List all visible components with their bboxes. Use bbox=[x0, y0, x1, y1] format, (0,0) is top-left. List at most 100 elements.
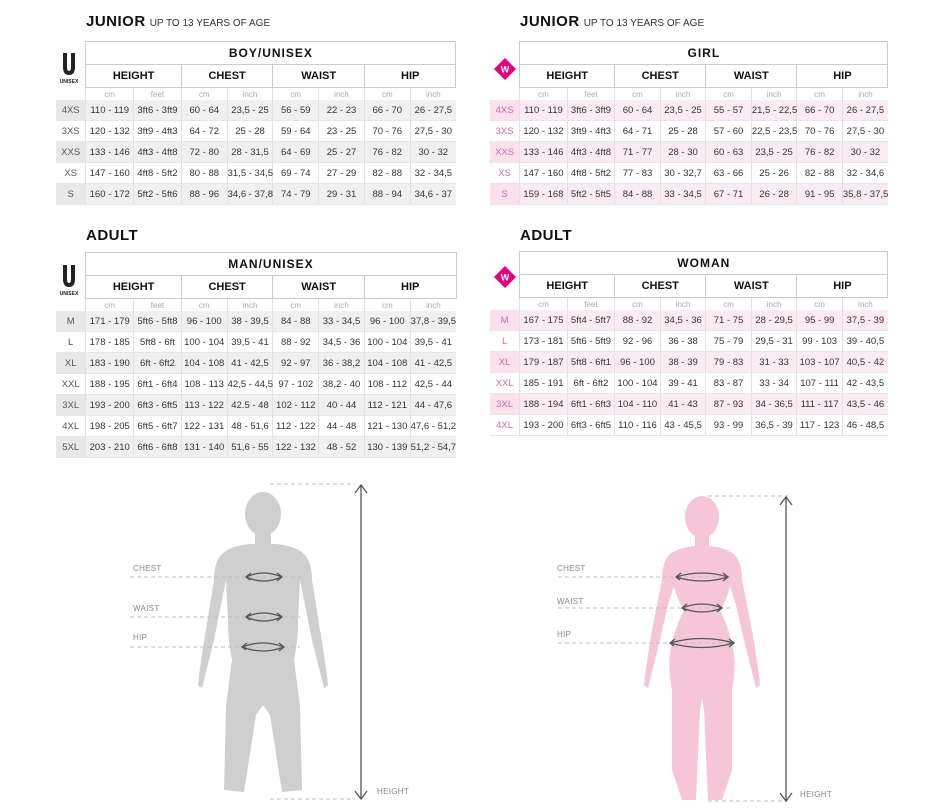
unit-header: cm bbox=[519, 87, 568, 100]
male-measurement-figure: CHEST WAIST HIP HEIGHT bbox=[0, 470, 470, 804]
table-cell: 4ft8 - 5ft2 bbox=[133, 162, 182, 184]
table-cell: 117 - 123 bbox=[796, 414, 843, 436]
size-label: 3XS bbox=[490, 120, 520, 142]
table-cell: 36,5 - 39 bbox=[750, 414, 797, 436]
table-cell: 39 - 41 bbox=[659, 372, 706, 394]
unisex-u-icon bbox=[63, 265, 75, 287]
table-cell: 60 - 64 bbox=[180, 100, 228, 121]
woman-w-diamond-icon: W bbox=[494, 58, 516, 80]
column-group-header: CHEST bbox=[180, 275, 274, 299]
table-cell: 147 - 160 bbox=[85, 162, 134, 184]
unit-header: inch bbox=[318, 298, 365, 311]
table-cell: 75 - 79 bbox=[705, 330, 752, 352]
size-label: S bbox=[490, 183, 520, 205]
table-row: L 173 - 181 5ft6 - 5ft9 92 - 96 36 - 38 75 - … bbox=[490, 330, 888, 352]
table-row: XS 147 - 160 4ft8 - 5ft2 77 - 83 30 - 32,7 63… bbox=[490, 162, 888, 184]
table-cell: 100 - 104 bbox=[614, 372, 661, 394]
section-title: ADULT bbox=[86, 227, 139, 244]
table-cell: 5ft2 - 5ft5 bbox=[566, 183, 615, 205]
table-cell: 28 - 29,5 bbox=[750, 310, 797, 331]
table-cell: 88 - 92 bbox=[614, 310, 661, 331]
unit-header: cm bbox=[272, 87, 319, 100]
table-cell: 70 - 76 bbox=[796, 120, 843, 142]
table-cell: 95 - 99 bbox=[796, 310, 843, 331]
woman-badge: W bbox=[494, 58, 516, 85]
table-cell: 104 - 110 bbox=[614, 393, 661, 415]
unit-header: cm bbox=[85, 298, 134, 311]
table-cell: 42,5 - 44,5 bbox=[226, 373, 273, 395]
height-measure-label: HEIGHT bbox=[377, 787, 410, 796]
table-cell: 120 - 132 bbox=[519, 120, 568, 142]
table-cell: 104 - 108 bbox=[180, 352, 228, 374]
column-group-header: WAIST bbox=[272, 64, 365, 88]
table-cell: 64 - 71 bbox=[614, 120, 661, 142]
table-cell: 110 - 119 bbox=[519, 100, 568, 121]
table-cell: 6ft1 - 6ft4 bbox=[133, 373, 182, 395]
table-cell: 131 - 140 bbox=[180, 436, 228, 458]
table-cell: 108 - 113 bbox=[180, 373, 228, 395]
table-cell: 112 - 121 bbox=[363, 394, 411, 416]
column-group-header: HEIGHT bbox=[85, 275, 182, 299]
size-label: 3XL bbox=[490, 393, 520, 415]
table-row: 3XL 188 - 194 6ft1 - 6ft3 104 - 110 41 - 43 8… bbox=[490, 393, 888, 415]
table-cell: 55 - 57 bbox=[705, 100, 752, 121]
table-cell: 84 - 88 bbox=[272, 311, 319, 332]
table-category-header: BOY/UNISEX bbox=[85, 41, 457, 65]
table-cell: 36 - 38,2 bbox=[318, 352, 365, 374]
table-cell: 92 - 97 bbox=[272, 352, 319, 374]
section-title: JUNIOR bbox=[86, 13, 146, 30]
table-row: M 171 - 179 5ft6 - 5ft8 96 - 100 38 - 39,5 84… bbox=[56, 311, 456, 332]
table-cell: 47,6 - 51,2 bbox=[409, 415, 456, 437]
table-cell: 30 - 32 bbox=[409, 141, 456, 163]
table-cell: 173 - 181 bbox=[519, 330, 568, 352]
section-subtitle: UP TO 13 YEARS OF AGE bbox=[583, 18, 705, 29]
table-cell: 60 - 64 bbox=[614, 100, 661, 121]
unit-header: inch bbox=[409, 298, 457, 311]
table-cell: 32 - 34,6 bbox=[841, 162, 888, 184]
table-cell: 147 - 160 bbox=[519, 162, 568, 184]
column-group-header: HEIGHT bbox=[85, 64, 182, 88]
table-cell: 66 - 70 bbox=[363, 100, 411, 121]
table-cell: 28 - 30 bbox=[659, 141, 706, 163]
table-cell: 97 - 102 bbox=[272, 373, 319, 395]
column-group-header: WAIST bbox=[705, 64, 798, 88]
unit-header: cm bbox=[614, 87, 661, 100]
table-cell: 193 - 200 bbox=[519, 414, 568, 436]
table-cell: 88 - 96 bbox=[180, 183, 228, 205]
table-cell: 23,5 - 25 bbox=[659, 100, 706, 121]
chest-measure-label: CHEST bbox=[133, 564, 162, 573]
column-group-header: WAIST bbox=[272, 275, 365, 299]
unit-header: inch bbox=[318, 87, 365, 100]
woman-w-diamond-icon: W bbox=[494, 266, 516, 288]
table-cell: 3ft9 - 4ft3 bbox=[566, 120, 615, 142]
table-cell: 193 - 200 bbox=[85, 394, 134, 416]
unit-header: inch bbox=[659, 297, 706, 310]
table-cell: 5ft8 - 6ft bbox=[133, 331, 182, 353]
table-cell: 27,5 - 30 bbox=[409, 120, 456, 142]
table-cell: 31,5 - 34,5 bbox=[226, 162, 273, 184]
column-group-header: CHEST bbox=[614, 274, 707, 298]
adult-man-title: ADULT bbox=[86, 227, 138, 245]
adult-woman-title: ADULT bbox=[520, 227, 572, 245]
table-cell: 41 - 42,5 bbox=[409, 352, 457, 374]
size-label: XL bbox=[56, 352, 86, 374]
table-row: XXL 188 - 195 6ft1 - 6ft4 108 - 113 42,5 - 4… bbox=[56, 373, 457, 395]
size-label: L bbox=[490, 330, 520, 352]
junior-girl-size-table: GIRL HEIGHT CHEST WAIST HIP cm feet cm inch cm inc… bbox=[490, 41, 889, 205]
junior-unisex-title: JUNIOR UP TO 13 YEARS OF AGE bbox=[86, 13, 270, 31]
size-label: 4XL bbox=[56, 415, 86, 437]
table-cell: 40 - 44 bbox=[318, 394, 365, 416]
table-cell: 6ft3 - 6ft5 bbox=[566, 414, 615, 436]
table-cell: 71 - 77 bbox=[614, 141, 661, 163]
table-cell: 3ft6 - 3ft9 bbox=[566, 100, 615, 121]
table-cell: 33 - 34,5 bbox=[318, 311, 365, 332]
waist-measure-label: WAIST bbox=[557, 597, 584, 606]
table-cell: 23,5 - 25 bbox=[750, 141, 797, 163]
table-cell: 108 - 112 bbox=[363, 373, 411, 395]
unit-header: inch bbox=[841, 87, 888, 100]
table-cell: 51,2 - 54,7 bbox=[409, 436, 456, 458]
table-cell: 48 - 52 bbox=[318, 436, 365, 458]
unit-header: cm bbox=[614, 297, 661, 310]
table-row: XXL 185 - 191 6ft - 6ft2 100 - 104 39 - 41 83… bbox=[490, 372, 888, 394]
size-label: 4XS bbox=[490, 100, 520, 121]
